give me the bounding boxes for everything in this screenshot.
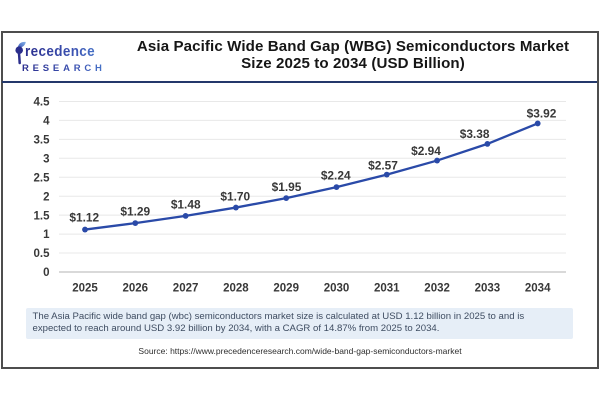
svg-text:$1.48: $1.48	[171, 198, 201, 212]
svg-text:1: 1	[43, 229, 50, 241]
svg-text:2031: 2031	[374, 283, 400, 295]
svg-text:$2.57: $2.57	[368, 158, 398, 172]
svg-text:0.5: 0.5	[34, 248, 51, 260]
svg-text:$1.29: $1.29	[120, 204, 150, 218]
svg-text:2033: 2033	[475, 283, 501, 295]
svg-text:2030: 2030	[324, 283, 350, 295]
svg-text:2.5: 2.5	[34, 172, 51, 184]
svg-text:2028: 2028	[223, 283, 249, 295]
svg-text:2034: 2034	[525, 283, 551, 295]
svg-text:$1.12: $1.12	[69, 210, 99, 224]
svg-text:$3.92: $3.92	[527, 106, 557, 120]
svg-text:$3.38: $3.38	[460, 127, 490, 141]
svg-text:$1.95: $1.95	[272, 180, 302, 194]
svg-text:$2.94: $2.94	[411, 144, 441, 158]
svg-text:4: 4	[43, 116, 50, 128]
svg-text:3.5: 3.5	[34, 134, 51, 146]
svg-text:$1.70: $1.70	[220, 189, 250, 203]
svg-text:3: 3	[43, 153, 49, 165]
svg-text:1.5: 1.5	[34, 210, 51, 222]
svg-text:0: 0	[43, 267, 49, 279]
svg-text:4.5: 4.5	[34, 97, 51, 109]
svg-text:2029: 2029	[273, 283, 299, 295]
svg-text:2026: 2026	[123, 283, 149, 295]
svg-text:$2.24: $2.24	[321, 169, 351, 183]
svg-text:2025: 2025	[72, 283, 98, 295]
svg-text:2: 2	[43, 191, 49, 203]
svg-text:2027: 2027	[173, 283, 199, 295]
svg-text:2032: 2032	[424, 283, 450, 295]
